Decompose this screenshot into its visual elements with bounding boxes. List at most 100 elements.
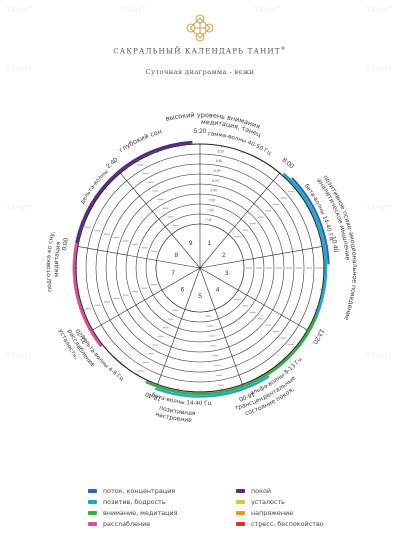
- tick: [120, 361, 122, 364]
- sector-number: 2: [222, 252, 226, 259]
- sector-divider: [92, 267, 201, 331]
- legend-label: расслабление: [103, 520, 151, 528]
- tick: [293, 188, 296, 190]
- tick: [157, 151, 159, 154]
- time-mark: [142, 361, 149, 363]
- time-mark: [280, 197, 287, 199]
- tick: [314, 225, 317, 227]
- time-mark: [212, 355, 219, 357]
- legend-label: покой: [251, 487, 272, 495]
- page-subtitle: Суточная диаграмма - вежи: [145, 68, 255, 76]
- tick: [104, 346, 107, 348]
- tick: [157, 382, 159, 385]
- legend-swatch: [236, 489, 245, 493]
- diagram-caption: медитация: [53, 241, 62, 277]
- tick: [293, 346, 296, 348]
- watermark: ТАНИТ: [6, 352, 33, 360]
- legend-swatch: [88, 522, 97, 526]
- tick: [260, 373, 263, 376]
- time-mark: [172, 309, 179, 312]
- sector-number: 6: [181, 286, 185, 293]
- time-mark: [137, 164, 144, 166]
- time-mark: [242, 305, 249, 307]
- time-mark: [150, 284, 157, 286]
- legend-swatch: [236, 511, 245, 515]
- time-mark: [122, 240, 129, 242]
- legend-label: внимание, медитация: [103, 509, 178, 517]
- time-mark: [152, 344, 159, 346]
- watermark: ТАНИТ: [366, 6, 393, 14]
- tick: [278, 172, 280, 175]
- time-mark: [210, 345, 217, 347]
- time-mark: [272, 203, 279, 205]
- time-mark: [266, 267, 272, 269]
- inner-time-label: 5:40: [216, 159, 223, 163]
- time-label: 10:40: [330, 236, 340, 254]
- watermark: ТАНИТ: [6, 65, 33, 73]
- time-mark: [234, 235, 241, 238]
- sector-number: 3: [225, 270, 229, 277]
- brand-logo: [186, 14, 214, 42]
- time-mark: [113, 236, 120, 239]
- time-mark: [85, 226, 92, 228]
- time-mark: [208, 335, 215, 337]
- watermark: ТАНИТ: [120, 6, 147, 14]
- registered-mark: ®: [280, 46, 287, 52]
- inner-time-label: 5:20: [217, 149, 224, 153]
- time-mark: [205, 315, 212, 317]
- legend-swatch: [88, 489, 97, 493]
- legend-label: усталость: [251, 498, 285, 506]
- sector-divider: [199, 267, 243, 385]
- tick: [92, 205, 95, 208]
- time-mark: [85, 308, 92, 310]
- watermark: ТАНИТ: [366, 65, 393, 73]
- legend-swatch: [236, 522, 245, 526]
- legend-item: поток, концентрация: [88, 487, 175, 495]
- arc-flow: [291, 177, 330, 265]
- legend-item: стресс, беспокойство: [236, 520, 324, 528]
- inner-time-label: 6:40: [211, 189, 218, 193]
- time-mark: [217, 384, 224, 386]
- time-mark: [141, 247, 148, 249]
- time-mark: [256, 267, 262, 269]
- time-mark: [162, 327, 169, 329]
- time-label: 13:20: [311, 327, 325, 345]
- inner-time-label: 7:00: [209, 199, 216, 203]
- arc-positive-2: [154, 375, 270, 398]
- time-mark: [142, 173, 149, 175]
- time-label: 5:20: [194, 128, 207, 135]
- legend-label: напряжение: [251, 509, 294, 517]
- time-mark: [167, 216, 174, 218]
- arc-relax: [72, 240, 103, 347]
- tick: [314, 309, 317, 311]
- time-mark: [94, 304, 101, 306]
- time-mark: [132, 243, 139, 246]
- diagram-caption-text: медитация: [53, 241, 62, 277]
- time-mark: [306, 267, 312, 269]
- time-mark: [132, 290, 139, 293]
- legend-label: стресс, беспокойство: [251, 520, 324, 528]
- legend-item: расслабление: [88, 520, 150, 528]
- legend-item: покой: [236, 487, 271, 495]
- time-mark: [147, 181, 154, 183]
- time-mark: [215, 374, 222, 376]
- time-mark: [113, 297, 120, 300]
- time-mark: [103, 301, 110, 303]
- arc-attention: [145, 313, 319, 396]
- time-mark: [257, 216, 264, 218]
- sector-divider: [77, 246, 201, 269]
- sector-number: 1: [208, 240, 212, 247]
- tick: [305, 205, 308, 208]
- time-mark: [137, 370, 144, 372]
- sector-number: 4: [216, 286, 220, 293]
- time-mark: [94, 230, 101, 232]
- sector-number: 8: [175, 252, 179, 259]
- legend-swatch: [88, 500, 97, 504]
- legend-swatch: [88, 511, 97, 515]
- brand-text: САКРАЛЬНЫЙ КАЛЕНДАРЬ ТАНИТ: [113, 46, 281, 56]
- time-mark: [162, 207, 169, 209]
- watermark: ТАНИТ: [254, 6, 281, 14]
- time-mark: [167, 318, 174, 320]
- tick: [305, 328, 308, 331]
